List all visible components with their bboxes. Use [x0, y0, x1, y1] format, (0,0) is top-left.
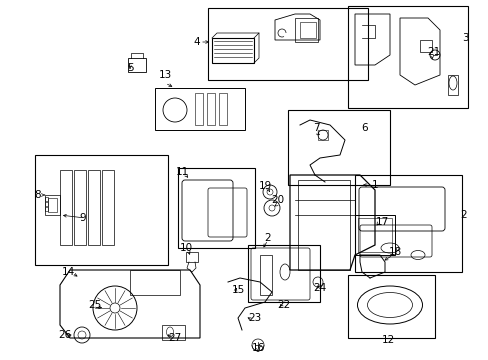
Bar	[45, 202, 48, 206]
Text: 8: 8	[35, 190, 41, 200]
Bar	[102, 170, 114, 245]
Bar	[155, 88, 244, 130]
Bar	[74, 170, 86, 245]
Bar	[354, 175, 461, 272]
Text: 21: 21	[427, 47, 440, 57]
Bar	[347, 6, 467, 108]
Bar	[48, 198, 57, 212]
Text: 4: 4	[193, 37, 200, 47]
Text: 19: 19	[258, 181, 271, 191]
Bar	[206, 93, 215, 125]
Bar	[317, 130, 327, 140]
Bar	[287, 110, 389, 185]
Bar	[419, 40, 431, 52]
Bar	[212, 38, 253, 63]
Text: 1: 1	[371, 180, 378, 190]
Text: 13: 13	[158, 70, 171, 80]
Text: 25: 25	[88, 300, 102, 310]
Text: 3: 3	[461, 33, 468, 43]
Text: 14: 14	[61, 267, 75, 277]
Text: 15: 15	[231, 285, 244, 295]
Text: 17: 17	[375, 217, 388, 227]
Text: 2: 2	[460, 210, 467, 220]
Text: 26: 26	[58, 330, 71, 340]
Bar	[297, 180, 349, 270]
Bar	[88, 170, 100, 245]
Bar	[357, 218, 391, 252]
Bar	[207, 8, 367, 80]
Bar	[178, 168, 254, 248]
Text: 11: 11	[175, 167, 188, 177]
Text: 16: 16	[251, 343, 264, 353]
Bar	[45, 207, 48, 211]
Text: 7: 7	[312, 123, 319, 133]
Bar	[219, 93, 226, 125]
Bar	[354, 215, 394, 255]
Bar	[195, 93, 203, 125]
Bar	[128, 58, 146, 72]
Text: 18: 18	[387, 247, 401, 257]
Bar	[185, 252, 198, 262]
Bar	[447, 75, 457, 95]
Bar	[45, 195, 60, 215]
Bar	[45, 197, 48, 201]
Bar	[260, 255, 271, 295]
Text: 6: 6	[361, 123, 367, 133]
Bar	[130, 270, 180, 295]
Text: 24: 24	[313, 283, 326, 293]
Text: 9: 9	[80, 213, 86, 223]
Bar	[35, 155, 168, 265]
Bar	[162, 325, 184, 340]
Text: 10: 10	[179, 243, 192, 253]
Bar	[294, 18, 317, 42]
Text: 27: 27	[168, 333, 181, 343]
Bar	[247, 245, 319, 302]
Text: 23: 23	[248, 313, 261, 323]
Text: 12: 12	[381, 335, 394, 345]
Text: 2: 2	[264, 233, 271, 243]
Bar	[347, 275, 434, 338]
Text: 22: 22	[277, 300, 290, 310]
Text: 20: 20	[271, 195, 284, 205]
Text: 5: 5	[126, 63, 133, 73]
Bar	[60, 170, 72, 245]
Bar	[299, 22, 315, 38]
